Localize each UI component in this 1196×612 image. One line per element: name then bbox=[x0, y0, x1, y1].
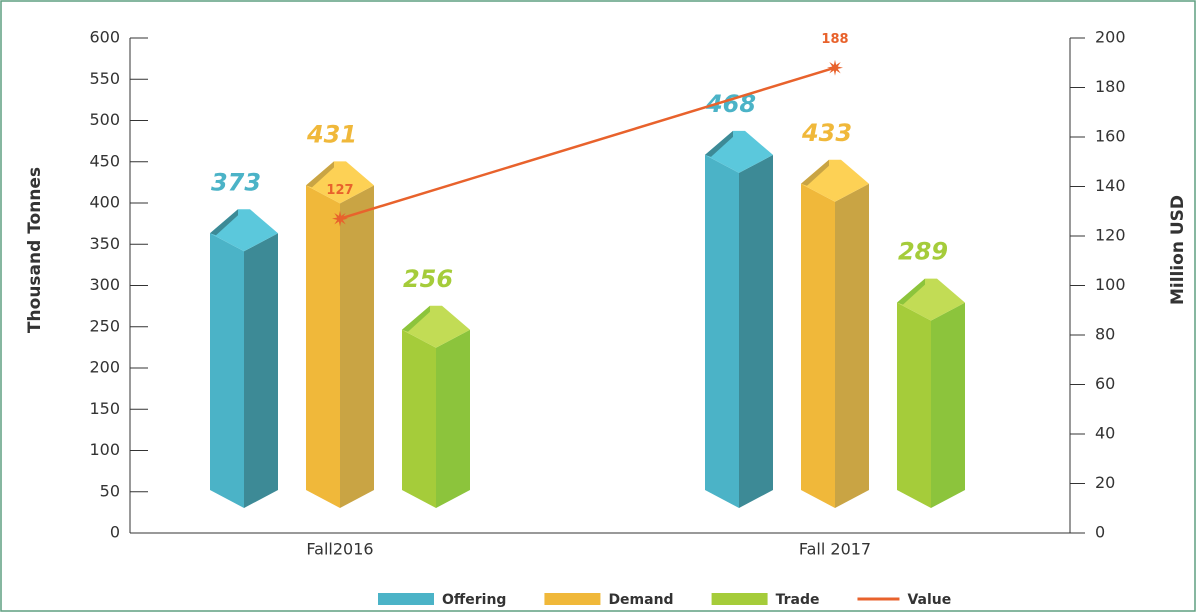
y-axis-title: Thousand Tonnes bbox=[25, 167, 45, 333]
bar-front bbox=[306, 185, 340, 509]
y2-tick-label: 120 bbox=[1095, 226, 1126, 245]
y2-tick-label: 100 bbox=[1095, 275, 1126, 294]
bar-side bbox=[835, 183, 869, 508]
x-tick-label: Fall2016 bbox=[306, 540, 373, 559]
bar-top-left bbox=[897, 278, 925, 305]
legend-label: Trade bbox=[776, 592, 820, 608]
bar-front bbox=[897, 302, 931, 508]
value-label: 256 bbox=[403, 265, 453, 293]
y2-tick-label: 200 bbox=[1095, 28, 1126, 47]
bar-front bbox=[801, 183, 835, 508]
line-marker bbox=[332, 210, 348, 227]
bar bbox=[801, 159, 869, 508]
x-tick-label: Fall 2017 bbox=[799, 540, 871, 559]
value-label: 289 bbox=[898, 238, 948, 266]
bar-top-left bbox=[210, 209, 238, 236]
value-label: 431 bbox=[306, 120, 357, 148]
y-tick-label: 350 bbox=[89, 234, 120, 253]
y-tick-label: 450 bbox=[89, 151, 120, 170]
legend-swatch bbox=[544, 593, 601, 605]
bar-side bbox=[739, 154, 773, 508]
bar bbox=[705, 130, 773, 508]
value-label: 373 bbox=[211, 168, 261, 196]
y2-axis-title: Million USD bbox=[1168, 195, 1188, 305]
y-tick-label: 400 bbox=[89, 193, 120, 212]
bar-side bbox=[931, 302, 965, 508]
legend-label: Value bbox=[907, 592, 951, 608]
y2-tick-label: 20 bbox=[1095, 473, 1115, 492]
value-label: 433 bbox=[801, 119, 852, 147]
bar-side bbox=[340, 185, 374, 509]
y-tick-label: 300 bbox=[89, 275, 120, 294]
y-tick-label: 50 bbox=[100, 481, 120, 500]
y-tick-label: 500 bbox=[89, 110, 120, 129]
y2-tick-label: 180 bbox=[1095, 77, 1126, 96]
y2-tick-label: 140 bbox=[1095, 176, 1126, 195]
bar-top-left bbox=[306, 161, 334, 188]
legend-swatch bbox=[378, 593, 434, 605]
y2-tick-label: 0 bbox=[1095, 523, 1105, 542]
bar-top-left bbox=[402, 305, 430, 332]
y2-tick-label: 60 bbox=[1095, 374, 1115, 393]
line bbox=[339, 66, 836, 220]
y-tick-label: 200 bbox=[89, 358, 120, 377]
bar bbox=[306, 161, 374, 509]
bar bbox=[210, 209, 278, 508]
bar bbox=[897, 278, 965, 508]
bar-side bbox=[436, 329, 470, 508]
bar bbox=[402, 305, 470, 508]
bar-side bbox=[244, 233, 278, 508]
bar-top-left bbox=[705, 130, 733, 157]
bar-front bbox=[210, 233, 244, 508]
bar-front bbox=[705, 154, 739, 508]
y2-tick-label: 40 bbox=[1095, 424, 1115, 443]
y-tick-label: 600 bbox=[89, 28, 120, 47]
legend-label: Demand bbox=[608, 592, 673, 608]
y-tick-label: 100 bbox=[89, 440, 120, 459]
value-label: 127 bbox=[326, 183, 353, 198]
y2-tick-label: 160 bbox=[1095, 127, 1126, 146]
value-label: 188 bbox=[821, 32, 848, 47]
line-marker bbox=[827, 59, 843, 76]
legend-label: Offering bbox=[442, 592, 506, 608]
legend-swatch bbox=[711, 593, 768, 605]
bar-front bbox=[402, 329, 436, 508]
bar-top-left bbox=[801, 159, 829, 186]
y-tick-label: 250 bbox=[89, 316, 120, 335]
y-tick-label: 150 bbox=[89, 399, 120, 418]
y-tick-label: 550 bbox=[89, 69, 120, 88]
y2-tick-label: 80 bbox=[1095, 325, 1115, 344]
y-tick-label: 0 bbox=[110, 523, 120, 542]
